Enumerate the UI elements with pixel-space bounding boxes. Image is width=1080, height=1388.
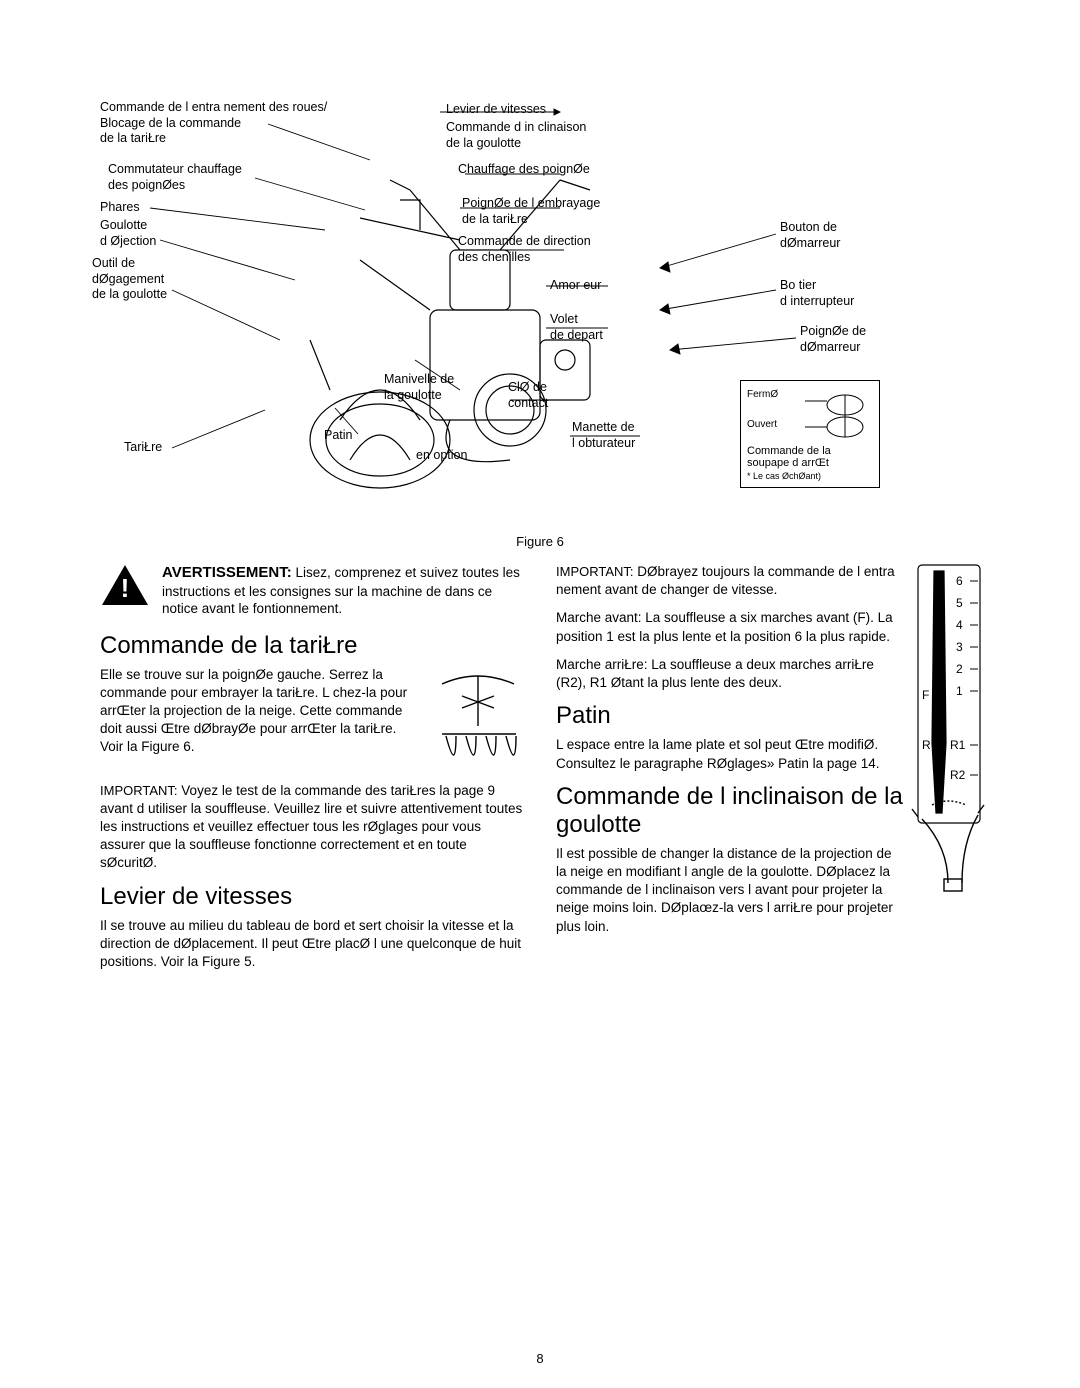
label-valve-note: * Le cas ØchØant) [747, 471, 873, 481]
warning-text: AVERTISSEMENT: Lisez, comprenez et suive… [162, 563, 524, 618]
auger-control-illustration [432, 666, 524, 776]
para-gearshift: Il se trouve au milieu du tableau de bor… [100, 917, 524, 972]
important-lead-2: IMPORTANT: [556, 564, 634, 579]
gear-selector-illustration: 6 5 4 3 2 1 F R R1 R2 [912, 563, 986, 825]
svg-text:2: 2 [956, 662, 963, 676]
important-lead-1: IMPORTANT: [100, 783, 178, 798]
label-valve-title: Commande de la soupape d arrŒt [747, 445, 873, 469]
label-ouvert: Ouvert [747, 419, 777, 430]
svg-text:6: 6 [956, 574, 963, 588]
svg-text:3: 3 [956, 640, 963, 654]
svg-text:R2: R2 [950, 768, 966, 782]
heading-gearshift: Levier de vitesses [100, 883, 524, 911]
svg-text:R1: R1 [950, 738, 966, 752]
warning-icon: ! [100, 563, 150, 607]
svg-text:R: R [922, 738, 931, 752]
svg-text:4: 4 [956, 618, 963, 632]
right-column: 6 5 4 3 2 1 F R R1 R2 IMPORTANT: DØbraye… [556, 563, 980, 981]
warning-lead: AVERTISSEMENT: [162, 564, 292, 581]
page-number: 8 [0, 1351, 1080, 1366]
svg-text:5: 5 [956, 596, 963, 610]
svg-text:!: ! [121, 573, 130, 603]
fuel-valve-inset: FermØ Ouvert Commande de la soupape d ar… [740, 380, 880, 488]
svg-text:1: 1 [956, 684, 963, 698]
figure-caption: Figure 6 [100, 534, 980, 549]
left-column: ! AVERTISSEMENT: Lisez, comprenez et sui… [100, 563, 524, 981]
svg-text:F: F [922, 688, 929, 702]
label-ferme: FermØ [747, 389, 778, 400]
important-auger-test: IMPORTANT: Voyez le test de la commande … [100, 782, 524, 873]
parts-diagram: Commande de l entra nement des roues/ Bl… [100, 100, 980, 530]
heading-auger-control: Commande de la tariŁre [100, 632, 524, 660]
